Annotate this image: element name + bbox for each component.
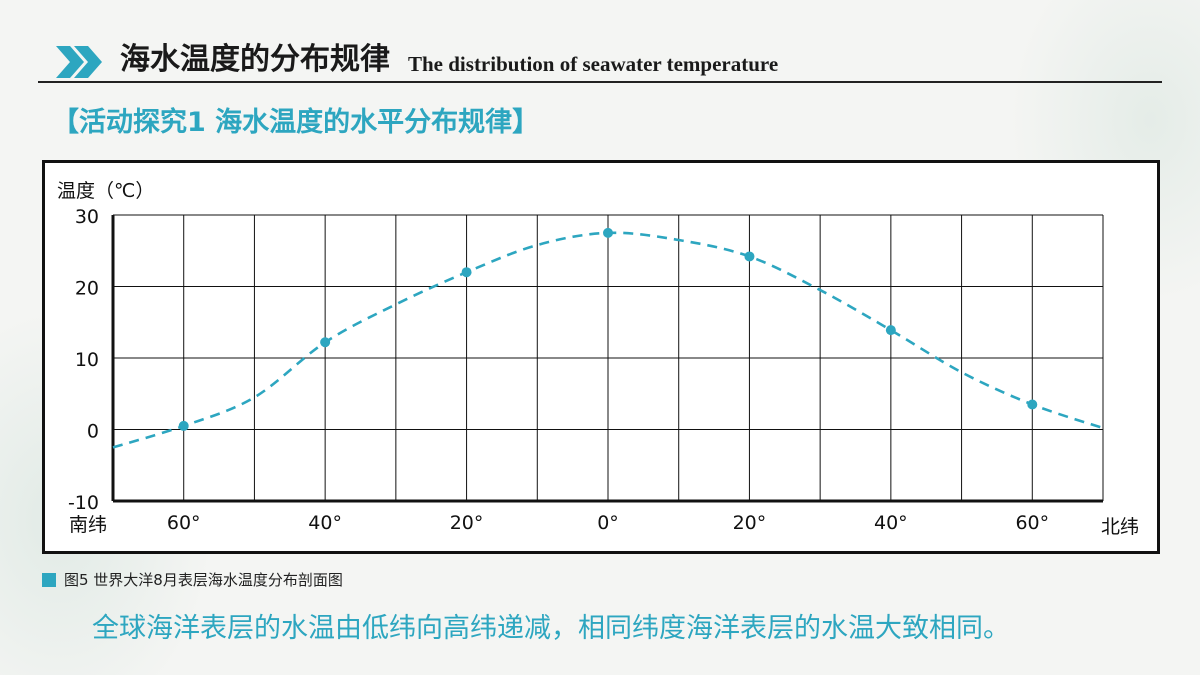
double-chevron-right-icon — [56, 46, 102, 78]
x-tick-label: 40° — [874, 512, 908, 534]
data-point — [885, 325, 896, 336]
data-point — [1027, 399, 1038, 410]
data-point — [744, 251, 755, 262]
y-tick-label: 20 — [75, 278, 99, 300]
y-tick-label: 30 — [75, 206, 99, 228]
figure-caption: 图5 世界大洋8月表层海水温度分布剖面图 — [42, 569, 343, 590]
y-axis-label: 温度（℃） — [57, 180, 154, 202]
x-tick-label: 0° — [597, 512, 619, 534]
caption-marker — [42, 572, 56, 587]
chart-frame: 30 20 10 0 -10 温度（℃） 60° 40° 20° 0° 20° 40° 60° 南纬 北纬 — [42, 160, 1160, 554]
x-axis-left-label: 南纬 — [69, 514, 107, 536]
x-tick-label: 20° — [450, 512, 484, 534]
data-point — [320, 337, 331, 348]
conclusion-text: 全球海洋表层的水温由低纬向高纬递减，相同纬度海洋表层的水温大致相同。 — [92, 613, 1010, 644]
caption-text: 图5 世界大洋8月表层海水温度分布剖面图 — [64, 571, 343, 589]
x-tick-label: 40° — [308, 512, 342, 534]
data-point — [178, 420, 189, 431]
page-title: 海水温度的分布规律 — [120, 42, 390, 77]
header-divider — [38, 81, 1162, 83]
data-point — [603, 227, 613, 238]
x-tick-label: 60° — [1015, 512, 1049, 534]
x-axis-right-label: 北纬 — [1101, 516, 1139, 538]
y-tick-label: 10 — [75, 349, 99, 371]
x-tick-label: 60° — [167, 512, 201, 534]
section-title: 【活动探究1 海水温度的水平分布规律】 — [52, 107, 540, 138]
data-point — [461, 267, 472, 278]
page-title-english: The distribution of seawater temperature — [408, 52, 779, 76]
temperature-profile-chart: 30 20 10 0 -10 温度（℃） 60° 40° 20° 0° 20° 40° 60° 南纬 北纬 — [57, 180, 1139, 538]
x-tick-label: 20° — [733, 512, 767, 534]
y-tick-label: -10 — [68, 492, 99, 514]
page-header: 海水温度的分布规律 The distribution of seawater t… — [54, 36, 778, 80]
y-tick-label: 0 — [87, 421, 99, 443]
